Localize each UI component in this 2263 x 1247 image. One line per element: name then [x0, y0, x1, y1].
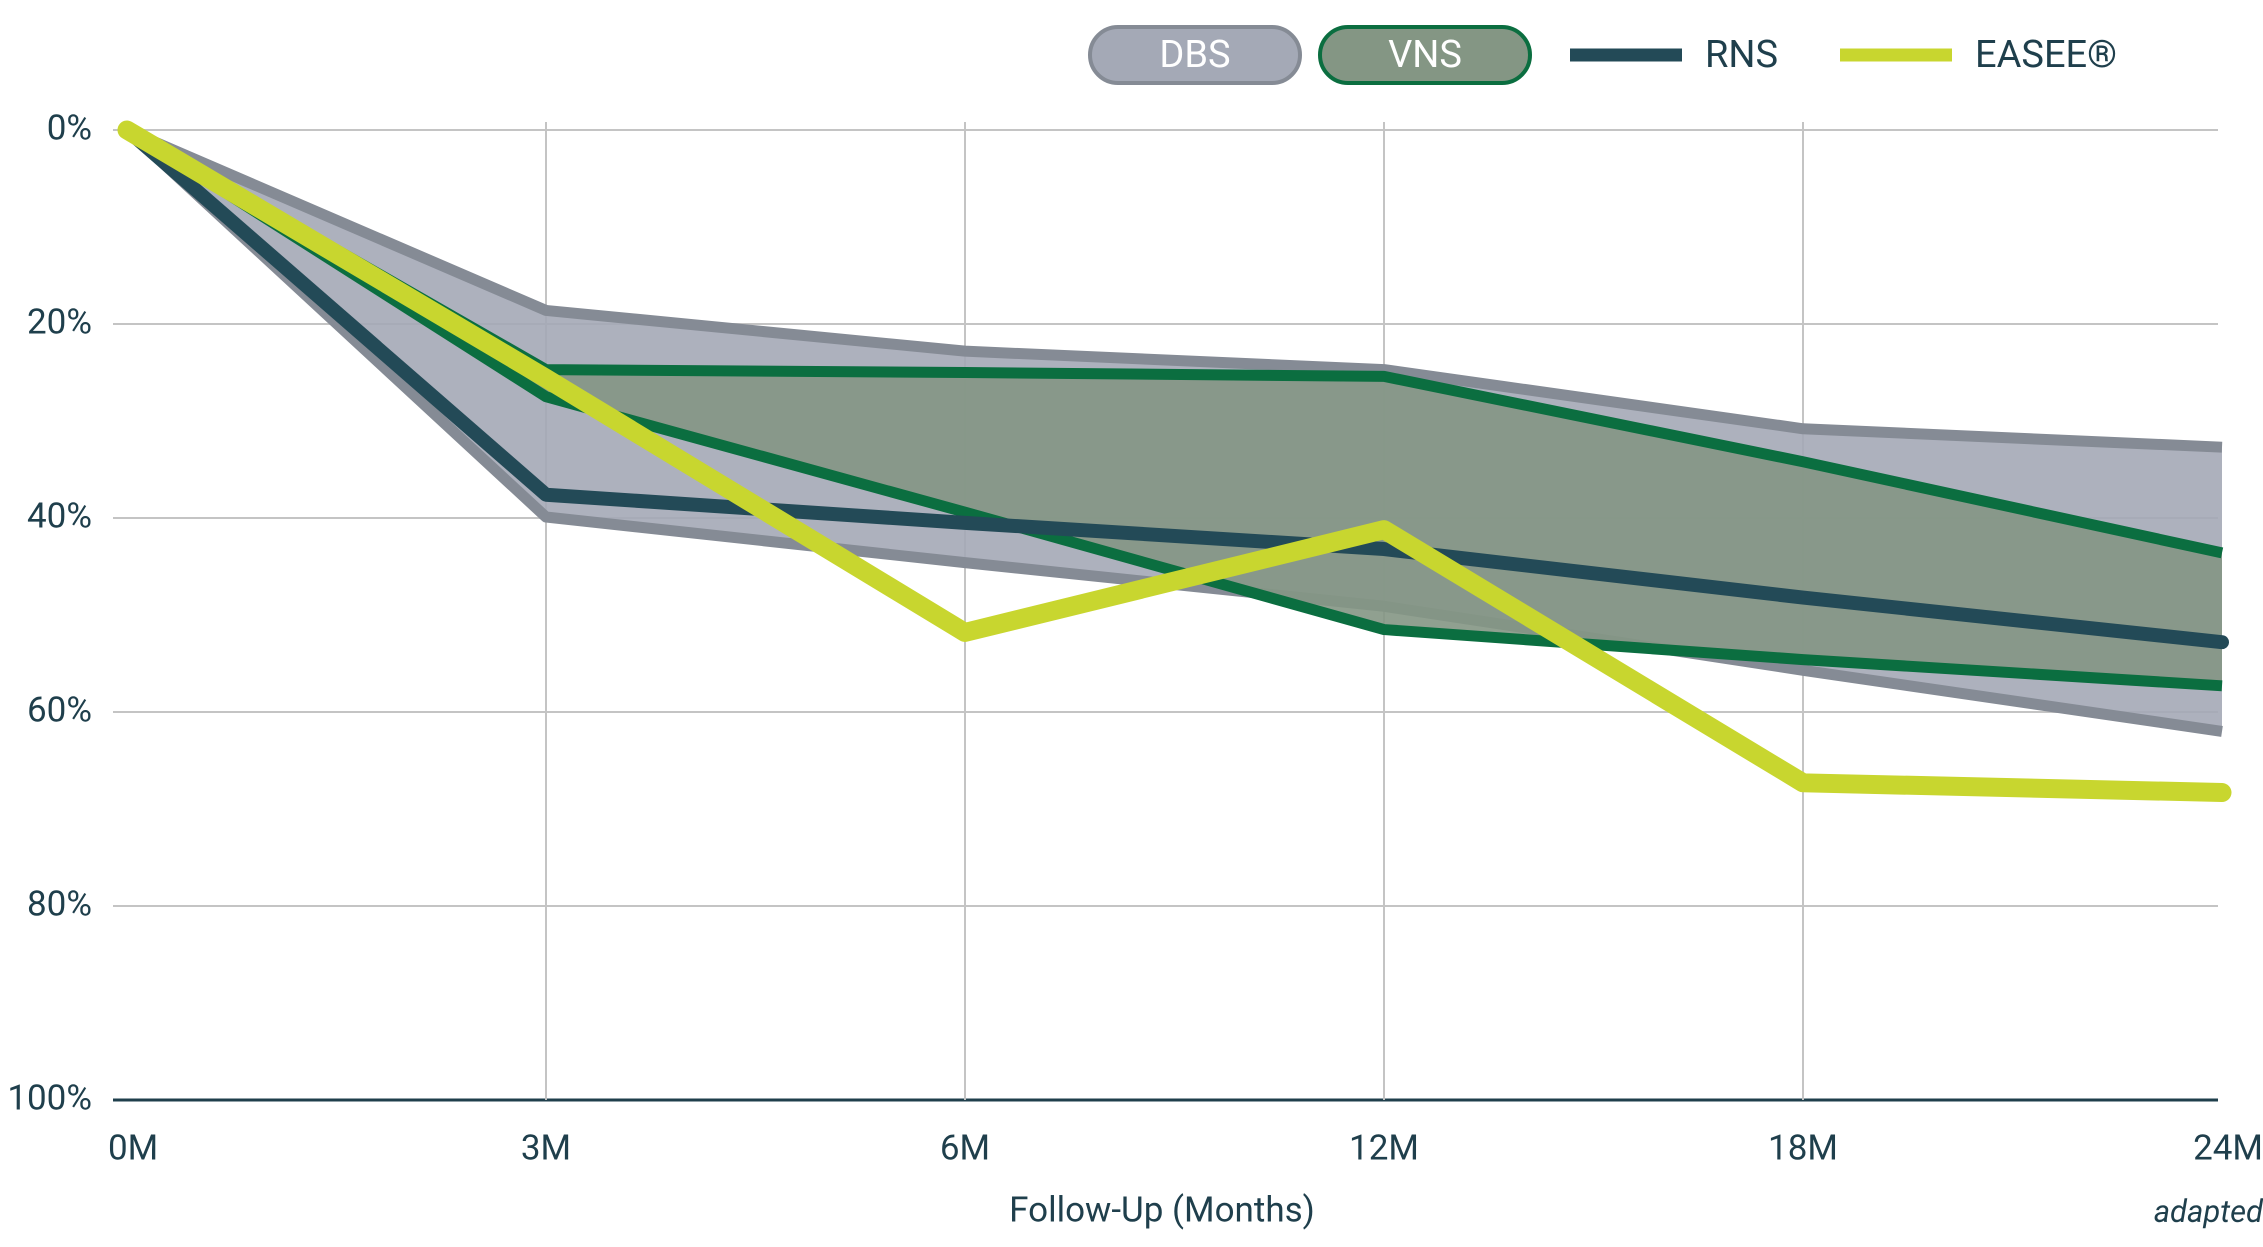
legend-label: VNS — [1388, 33, 1462, 77]
y-tick-label: 60% — [27, 689, 92, 730]
y-tick-label: 40% — [27, 495, 92, 536]
annotation: adapted — [2154, 1193, 2263, 1230]
y-tick-label: 100% — [7, 1077, 92, 1118]
band-edge — [124, 124, 2223, 453]
x-axis-label: Follow-Up (Months) — [1009, 1189, 1315, 1230]
x-tick-label: 12M — [1349, 1127, 1419, 1168]
x-tick-label: 24M — [2193, 1127, 2263, 1168]
band-fill — [127, 130, 2222, 686]
legend-swatch — [1088, 25, 1302, 85]
legend-label: EASEE® — [1975, 33, 2117, 77]
legend-swatch — [1318, 25, 1532, 85]
x-tick-label: 6M — [940, 1127, 990, 1168]
x-tick-label: 3M — [521, 1127, 571, 1168]
line — [117, 120, 2232, 803]
y-tick-label: 80% — [27, 883, 92, 924]
x-tick-label: 18M — [1768, 1127, 1838, 1168]
y-tick-label: 20% — [27, 301, 92, 342]
legend-label: DBS — [1159, 33, 1230, 77]
legend-label: RNS — [1705, 33, 1778, 77]
y-tick-label: 0% — [47, 107, 92, 148]
band-edge — [124, 125, 2223, 692]
x-tick-label: 0M — [108, 1127, 158, 1168]
line — [120, 123, 2229, 650]
